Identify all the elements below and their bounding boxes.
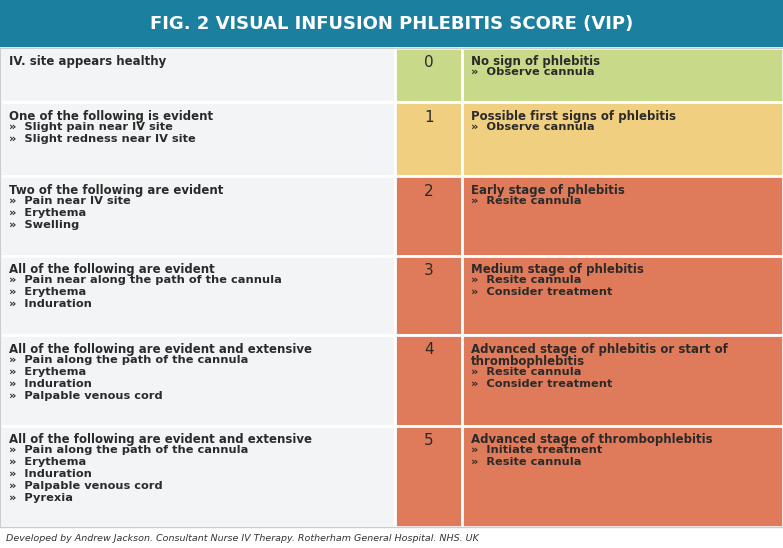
Text: 2: 2 — [424, 184, 434, 198]
Bar — [462, 335, 783, 426]
Text: »  Slight redness near IV site: » Slight redness near IV site — [9, 134, 197, 144]
Bar — [462, 176, 783, 256]
Text: »  Erythema: » Erythema — [9, 457, 87, 467]
Text: »  Resite cannula: » Resite cannula — [471, 196, 582, 206]
Text: 0: 0 — [424, 55, 434, 70]
Bar — [0, 48, 395, 102]
Text: »  Initiate treatment: » Initiate treatment — [471, 445, 603, 455]
Text: Medium stage of phlebitis: Medium stage of phlebitis — [471, 263, 644, 276]
Text: »  Pain near along the path of the cannula: » Pain near along the path of the cannul… — [9, 275, 282, 285]
Text: FIG. 2 VISUAL INFUSION PHLEBITIS SCORE (VIP): FIG. 2 VISUAL INFUSION PHLEBITIS SCORE (… — [150, 15, 633, 33]
Bar — [462, 426, 783, 527]
Text: »  Erythema: » Erythema — [9, 287, 87, 297]
Bar — [0, 426, 395, 527]
Text: »  Slight pain near IV site: » Slight pain near IV site — [9, 122, 173, 132]
Text: »  Resite cannula: » Resite cannula — [471, 275, 582, 285]
Text: »  Swelling: » Swelling — [9, 220, 80, 230]
Bar — [395, 256, 462, 335]
Text: All of the following are evident and extensive: All of the following are evident and ext… — [9, 433, 312, 446]
Text: »  Pain along the path of the cannula: » Pain along the path of the cannula — [9, 445, 249, 455]
Bar — [395, 176, 462, 256]
Bar — [395, 426, 462, 527]
Bar — [0, 48, 783, 527]
Text: All of the following are evident and extensive: All of the following are evident and ext… — [9, 342, 312, 356]
Bar — [395, 48, 462, 102]
Text: »  Observe cannula: » Observe cannula — [471, 67, 595, 77]
Bar — [462, 102, 783, 176]
Text: »  Pyrexia: » Pyrexia — [9, 493, 74, 503]
Text: Advanced stage of phlebitis or start of: Advanced stage of phlebitis or start of — [471, 342, 728, 356]
Bar — [0, 256, 395, 335]
Bar — [462, 48, 783, 102]
Text: 5: 5 — [424, 433, 434, 448]
Text: »  Palpable venous cord: » Palpable venous cord — [9, 481, 163, 491]
Bar — [0, 0, 783, 48]
Text: »  Resite cannula: » Resite cannula — [471, 367, 582, 376]
Bar — [395, 335, 462, 426]
Text: 1: 1 — [424, 110, 434, 124]
Text: Two of the following are evident: Two of the following are evident — [9, 184, 224, 197]
Bar — [462, 256, 783, 335]
Text: »  Consider treatment: » Consider treatment — [471, 379, 613, 389]
Text: Early stage of phlebitis: Early stage of phlebitis — [471, 184, 626, 197]
Text: 3: 3 — [424, 263, 434, 278]
Text: One of the following is evident: One of the following is evident — [9, 110, 214, 123]
Bar — [395, 102, 462, 176]
Text: »  Pain near IV site: » Pain near IV site — [9, 196, 131, 206]
Text: 4: 4 — [424, 342, 434, 357]
Text: »  Consider treatment: » Consider treatment — [471, 287, 613, 297]
Text: »  Induration: » Induration — [9, 379, 92, 389]
Text: All of the following are evident: All of the following are evident — [9, 263, 215, 276]
Text: »  Palpable venous cord: » Palpable venous cord — [9, 391, 163, 401]
Text: thrombophlebitis: thrombophlebitis — [471, 355, 586, 368]
Text: Advanced stage of thrombophlebitis: Advanced stage of thrombophlebitis — [471, 433, 713, 446]
Text: »  Erythema: » Erythema — [9, 208, 87, 218]
Text: »  Induration: » Induration — [9, 469, 92, 479]
Text: »  Induration: » Induration — [9, 299, 92, 309]
Text: IV. site appears healthy: IV. site appears healthy — [9, 55, 167, 68]
Text: Possible first signs of phlebitis: Possible first signs of phlebitis — [471, 110, 677, 123]
Text: Developed by Andrew Jackson. Consultant Nurse IV Therapy. Rotherham General Hosp: Developed by Andrew Jackson. Consultant … — [6, 534, 479, 543]
Bar — [0, 102, 395, 176]
Text: »  Pain along the path of the cannula: » Pain along the path of the cannula — [9, 355, 249, 364]
Text: »  Erythema: » Erythema — [9, 367, 87, 376]
Text: No sign of phlebitis: No sign of phlebitis — [471, 55, 601, 68]
Text: »  Observe cannula: » Observe cannula — [471, 122, 595, 132]
Bar — [0, 176, 395, 256]
Bar — [0, 335, 395, 426]
Text: »  Resite cannula: » Resite cannula — [471, 457, 582, 467]
